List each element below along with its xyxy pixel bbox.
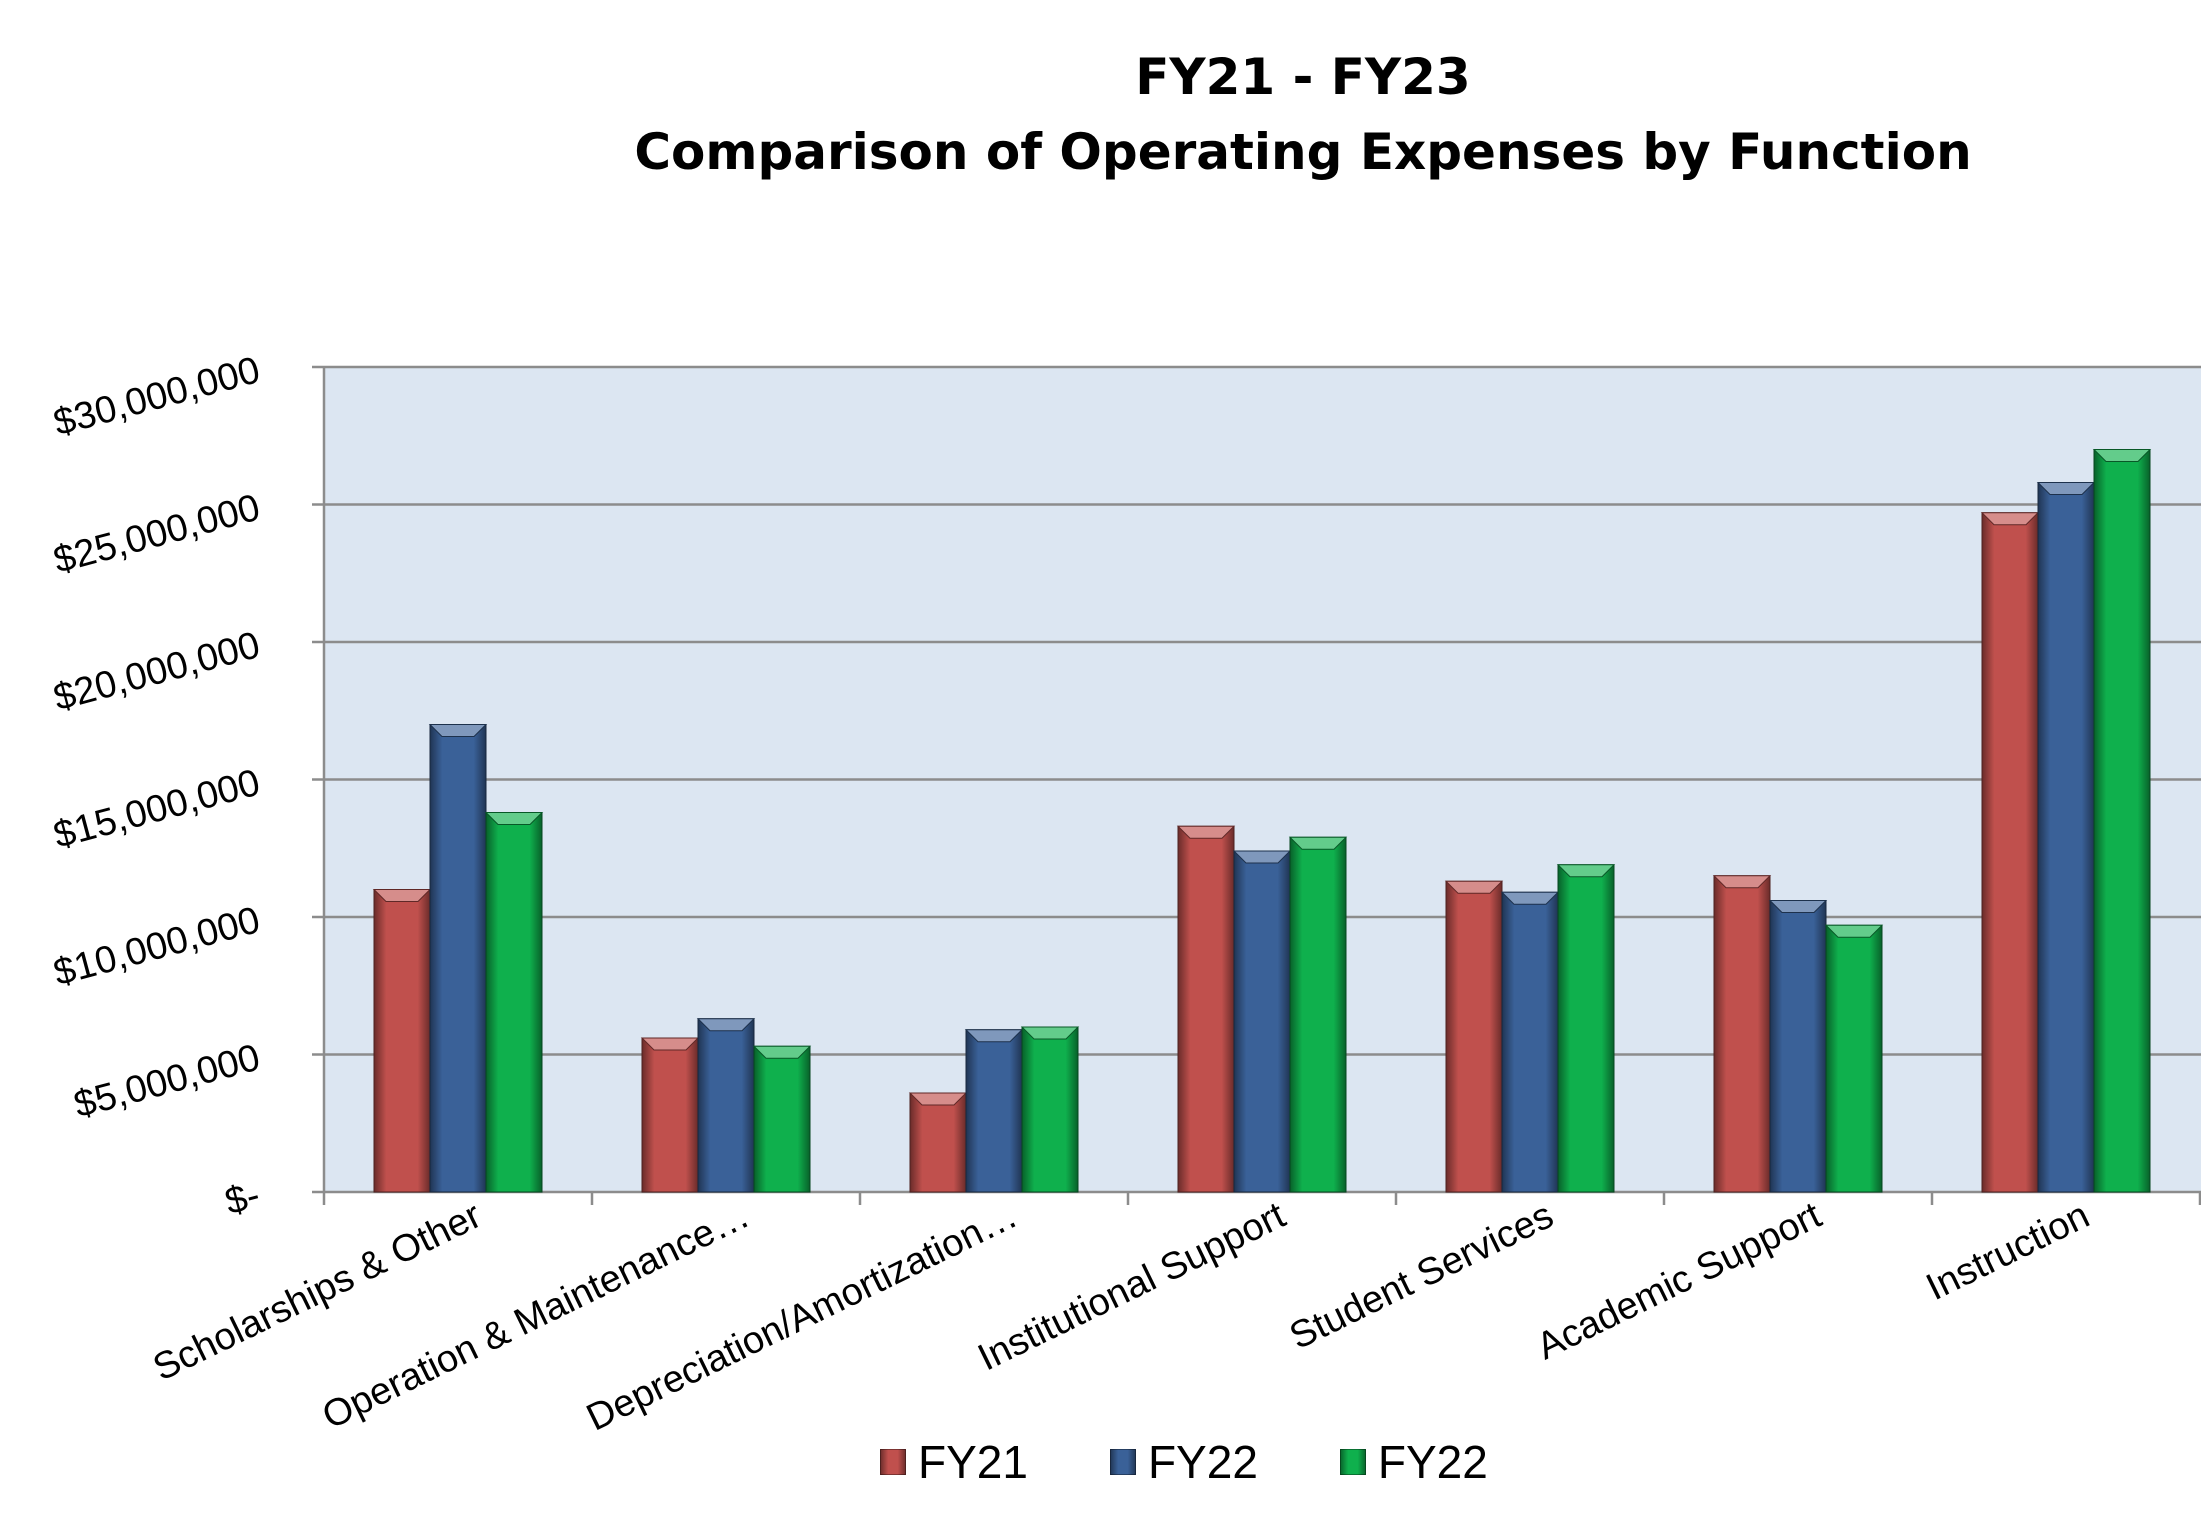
legend-label-fy21: FY21 — [918, 1436, 1028, 1488]
bar-fy22-1-cat-1 — [696, 1018, 756, 1193]
bar-fy21-0-cat-3 — [1176, 825, 1236, 1193]
legend: FY21 FY22 FY22 — [880, 1432, 1570, 1492]
x-tick-label: Institutional Support — [972, 1194, 1293, 1379]
y-tick-label: $10,000,000 — [49, 899, 264, 994]
bar-fy22-2-cat-5 — [1824, 924, 1884, 1193]
y-tick-label: $15,000,000 — [49, 762, 264, 857]
chart-title: FY21 - FY23 Comparison of Operating Expe… — [0, 40, 2201, 190]
legend-item-fy22-second: FY22 — [1339, 1435, 1488, 1489]
y-axis: $- $5,000,000 $10,000,000 $15,000,000 $20,00… — [49, 349, 326, 1223]
bar-fy22-2-cat-4 — [1556, 864, 1616, 1193]
bar-fy22-2-cat-2 — [1020, 1026, 1080, 1193]
bar-fy21-0-cat-2 — [908, 1092, 968, 1193]
legend-item-fy21: FY21 — [880, 1435, 1028, 1489]
y-tick-label: $20,000,000 — [49, 624, 264, 719]
x-tick-label: Instruction — [1920, 1194, 2096, 1309]
x-tick-label: Student Services — [1283, 1194, 1560, 1358]
bar-fy22-2-cat-3 — [1288, 836, 1348, 1193]
y-tick-label: $- — [221, 1174, 265, 1223]
bar-fy22-1-cat-3 — [1232, 850, 1292, 1193]
bar-fy22-1-cat-2 — [964, 1029, 1024, 1193]
bar-fy21-0-cat-6 — [1980, 512, 2040, 1193]
legend-item-fy22: FY22 — [1109, 1435, 1258, 1489]
bar-fy22-1-cat-0 — [428, 724, 488, 1193]
legend-label-fy22: FY22 — [1147, 1436, 1258, 1488]
bar-fy21-0-cat-1 — [640, 1037, 700, 1193]
bar-fy22-2-cat-6 — [2092, 449, 2152, 1193]
bar-fy21-0-cat-4 — [1444, 880, 1504, 1193]
bar-fy21-0-cat-5 — [1712, 875, 1772, 1193]
bar-fy22-1-cat-4 — [1500, 891, 1560, 1193]
y-tick-label: $25,000,000 — [49, 487, 264, 582]
x-tick-label: Academic Support — [1530, 1194, 1828, 1368]
legend-swatch-fy22-second — [1339, 1449, 1366, 1475]
bar-fy22-1-cat-5 — [1768, 900, 1828, 1193]
chart-title-line-1: FY21 - FY23 — [1135, 48, 1471, 106]
chart-title-line-2: Comparison of Operating Expenses by Func… — [634, 123, 1972, 181]
legend-label-fy22-second: FY22 — [1377, 1436, 1488, 1488]
x-tick-label: Operation & Maintenance… — [316, 1194, 756, 1437]
legend-swatch-fy22 — [1109, 1449, 1136, 1475]
y-tick-label: $5,000,000 — [70, 1037, 265, 1127]
y-tick-label: $30,000,000 — [49, 349, 264, 444]
bar-fy22-2-cat-0 — [484, 812, 544, 1193]
bar-fy22-2-cat-1 — [752, 1045, 812, 1193]
bars — [372, 449, 2152, 1193]
legend-swatch-fy21 — [880, 1449, 906, 1475]
bar-fy21-0-cat-0 — [372, 889, 432, 1193]
x-tick-label: Depreciation/Amortization… — [580, 1194, 1024, 1439]
bar-fy22-1-cat-6 — [2036, 482, 2096, 1193]
